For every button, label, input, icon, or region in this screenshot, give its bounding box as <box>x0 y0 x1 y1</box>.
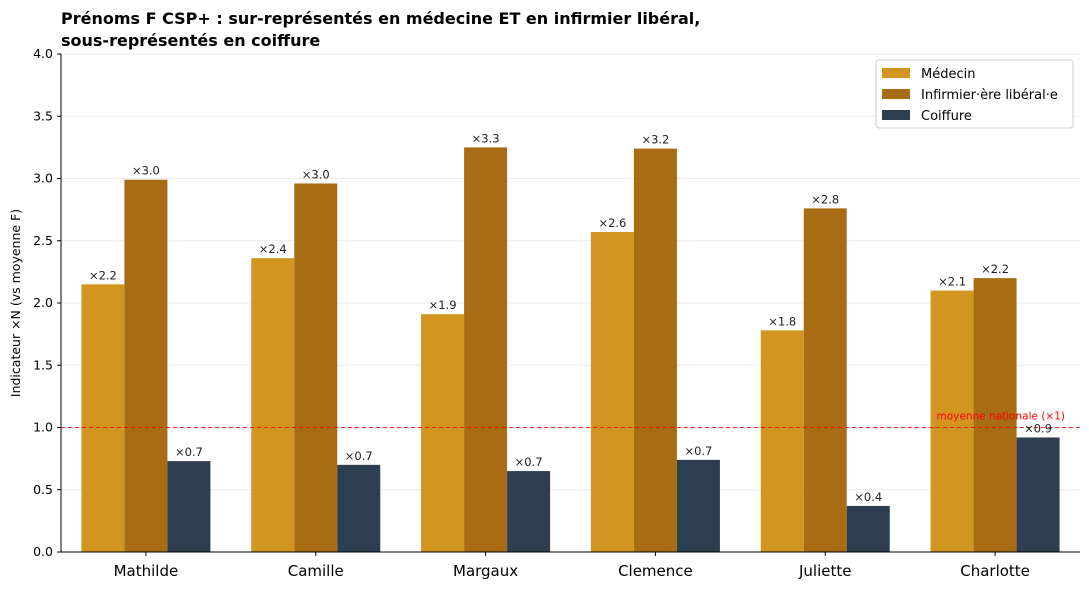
bar-value-label: ×2.4 <box>259 242 287 256</box>
bar <box>846 505 890 552</box>
x-tick-label: Juliette <box>798 562 852 580</box>
legend: Médecin Infirmier·ère libéral·e Coiffure <box>875 59 1074 129</box>
bar-value-label: ×2.8 <box>811 192 839 206</box>
bar-value-label: ×3.0 <box>132 164 160 178</box>
bar <box>251 258 295 552</box>
bar-value-label: ×2.2 <box>89 268 117 282</box>
bars <box>81 147 1060 553</box>
bar-value-label: ×0.7 <box>345 449 373 463</box>
y-tick-label: 3.0 <box>33 171 53 186</box>
legend-entry: Coiffure <box>921 109 972 124</box>
legend-swatch <box>882 89 910 99</box>
bar <box>930 290 974 552</box>
legend-box <box>875 59 1074 129</box>
reference-line-group: moyenne nationale (×1) <box>61 411 1080 428</box>
bar <box>294 183 338 553</box>
legend-swatch <box>882 68 910 78</box>
y-tick-label: 2.5 <box>33 233 53 248</box>
bar <box>167 461 211 552</box>
x-tick-label: Charlotte <box>960 562 1030 580</box>
reference-line-label: moyenne nationale (×1) <box>937 411 1065 423</box>
y-tick-label: 3.5 <box>33 108 53 123</box>
bar-value-label: ×3.3 <box>472 131 500 145</box>
bar <box>760 330 804 552</box>
bar-value-label: ×2.2 <box>981 262 1009 276</box>
bar <box>590 232 634 552</box>
bar-value-label: ×1.9 <box>429 298 457 312</box>
bar-value-label: ×0.7 <box>175 445 203 459</box>
bar <box>124 179 168 552</box>
bar <box>803 208 847 552</box>
bar-value-label: ×2.6 <box>598 216 626 230</box>
chart-title-line-2: sous-représentés en coiffure <box>61 31 320 50</box>
bar <box>973 278 1017 552</box>
bar <box>464 147 508 552</box>
bar-value-label: ×0.7 <box>515 455 543 469</box>
bar-value-label: ×2.1 <box>938 275 966 289</box>
bar <box>81 284 125 552</box>
legend-swatch <box>882 110 910 120</box>
x-tick-label: Margaux <box>453 562 518 580</box>
bar-value-label: ×0.9 <box>1024 421 1052 435</box>
chart-title-line-1: Prénoms F CSP+ : sur-représentés en méde… <box>61 9 700 28</box>
bar-value-label: ×3.2 <box>641 133 669 147</box>
legend-entry: Médecin <box>921 67 975 82</box>
y-tick-label: 2.0 <box>33 295 53 310</box>
bar-value-label: ×0.4 <box>854 490 882 504</box>
y-tick-label: 0.0 <box>33 544 53 559</box>
bar <box>507 471 551 552</box>
y-axis-label: Indicateur ×N (vs moyenne F) <box>8 209 23 397</box>
y-tick-label: 4.0 <box>33 46 53 61</box>
axes: 0.0 0.5 1.0 1.5 2.0 2.5 3.0 3.5 4.0 Mathilde Camil… <box>33 46 1080 580</box>
data-labels: ×2.2 ×3.0 ×0.7 ×2.4 ×3.0 ×0.7 ×1.9 ×3.3 ×0.7 ×2.6… <box>89 131 1052 504</box>
bar <box>1016 437 1060 552</box>
y-tick-label: 0.5 <box>33 482 53 497</box>
bar-value-label: ×0.7 <box>684 444 712 458</box>
bar <box>337 464 381 552</box>
x-tick-label: Clemence <box>618 562 693 580</box>
gridlines <box>61 53 1080 553</box>
x-tick-label: Camille <box>288 562 344 580</box>
bar-value-label: ×3.0 <box>302 167 330 181</box>
bar <box>633 148 677 552</box>
bar-value-label: ×1.8 <box>768 314 796 328</box>
legend-entry: Infirmier·ère libéral·e <box>921 88 1058 103</box>
bar <box>676 459 720 552</box>
y-tick-label: 1.0 <box>33 420 53 435</box>
bar <box>421 314 465 552</box>
x-tick-label: Mathilde <box>114 562 179 580</box>
y-tick-label: 1.5 <box>33 357 53 372</box>
